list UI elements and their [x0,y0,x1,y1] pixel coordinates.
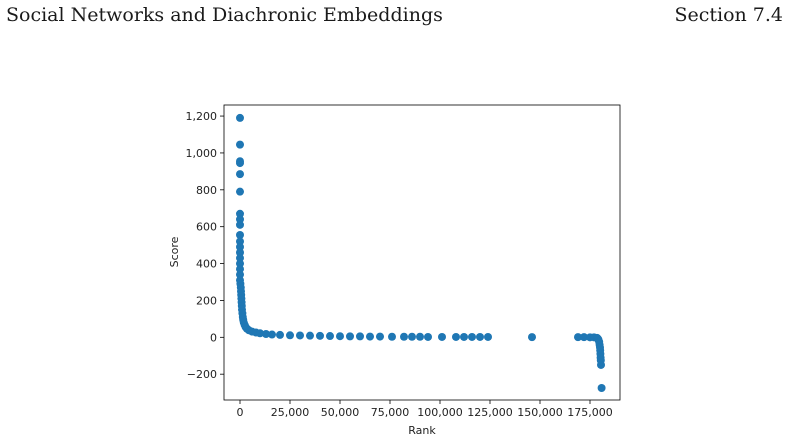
data-point [346,332,354,341]
x-tick-label: 25,000 [271,406,310,419]
data-point [476,332,484,341]
data-point [326,332,334,341]
y-tick-label: 800 [196,184,217,197]
data-point [236,265,244,274]
data-point [236,270,244,279]
data-point [438,332,446,341]
data-point [597,360,605,369]
running-header-title: Social Networks and Diachronic Embedding… [6,4,443,26]
data-point [286,331,294,340]
data-point [236,242,244,251]
data-point [316,331,324,340]
running-header-section: Section 7.4 [674,4,783,26]
data-point [236,254,244,263]
data-point [484,332,492,341]
data-point [236,113,244,122]
data-point [468,332,476,341]
data-point [268,330,276,339]
y-axis: −200 0 200 400 600 800 1,000 1,200 [186,110,224,381]
data-point [236,140,244,149]
data-point [236,159,244,168]
data-point [256,329,264,338]
data-point [366,332,374,341]
x-axis: 0 25,000 50,000 75,000 100,000 125,000 150,000… [237,400,613,419]
data-point [460,332,468,341]
data-point [236,170,244,179]
data-point [276,330,284,339]
y-tick-label: 600 [196,221,217,234]
data-point [408,332,416,341]
data-points [236,113,606,393]
data-point [528,333,536,342]
x-tick-label: 150,000 [517,406,563,419]
x-tick-label: 125,000 [467,406,513,419]
data-point [336,332,344,341]
data-point [296,331,304,340]
x-tick-label: 0 [237,406,244,419]
data-point [452,332,460,341]
x-tick-label: 75,000 [371,406,410,419]
data-point [236,187,244,196]
x-tick-label: 100,000 [417,406,463,419]
data-point [424,332,432,341]
data-point [236,215,244,224]
data-point [574,333,582,342]
data-point [356,332,364,341]
y-tick-label: 400 [196,258,217,271]
data-point [236,248,244,257]
x-tick-label: 50,000 [321,406,360,419]
y-axis-title: Score [168,236,181,267]
data-point [416,332,424,341]
y-tick-label: 0 [210,331,217,344]
data-point [262,329,270,338]
x-tick-label: 175,000 [567,406,613,419]
y-tick-label: 200 [196,294,217,307]
data-point [306,331,314,340]
data-point [580,333,588,342]
data-point [236,209,244,218]
data-point [597,384,606,393]
plot-frame [223,104,621,401]
y-tick-label: 1,000 [186,147,218,160]
data-point [376,332,384,341]
x-axis-title: Rank [408,424,436,437]
data-point [388,332,396,341]
data-point [236,220,244,229]
data-point [400,332,408,341]
data-point [236,237,244,246]
page-header: Social Networks and Diachronic Embedding… [0,0,789,34]
y-tick-label: 1,200 [186,110,218,123]
data-point [236,230,244,239]
data-point [236,259,244,268]
y-tick-label: −200 [187,368,217,381]
